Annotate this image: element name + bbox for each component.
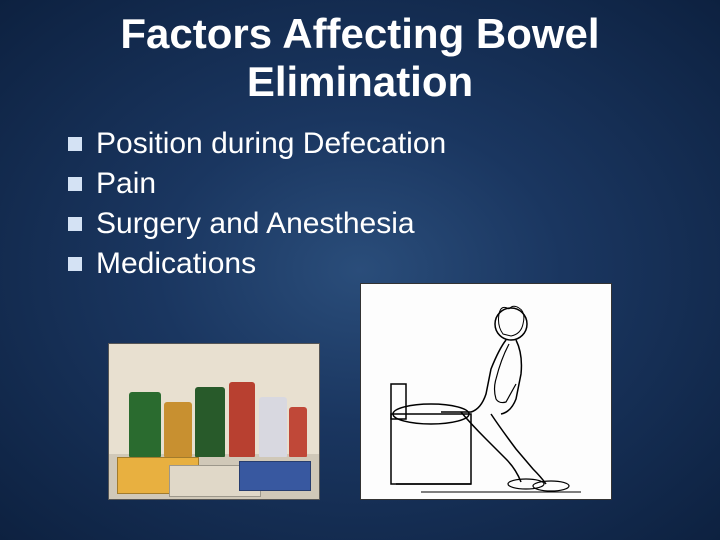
bullet-text: Surgery and Anesthesia bbox=[96, 207, 415, 241]
medication-bottle bbox=[289, 407, 307, 457]
bullet-marker-icon bbox=[68, 177, 82, 191]
bullet-text: Pain bbox=[96, 167, 156, 201]
position-illustration bbox=[360, 283, 612, 500]
bullet-marker-icon bbox=[68, 137, 82, 151]
title-line-1: Factors Affecting Bowel bbox=[120, 10, 599, 57]
slide-title: Factors Affecting Bowel Elimination bbox=[0, 0, 720, 107]
medication-bottle bbox=[129, 392, 161, 457]
bullet-list: Position during Defecation Pain Surgery … bbox=[68, 127, 720, 281]
title-line-2: Elimination bbox=[247, 58, 473, 105]
bullet-marker-icon bbox=[68, 257, 82, 271]
bullet-text: Position during Defecation bbox=[96, 127, 446, 161]
medication-bottle bbox=[195, 387, 225, 457]
medication-box bbox=[239, 461, 311, 491]
medication-bottle bbox=[259, 397, 287, 457]
medication-bottle bbox=[164, 402, 192, 457]
slide: Factors Affecting Bowel Elimination Posi… bbox=[0, 0, 720, 540]
bullet-text: Medications bbox=[96, 247, 256, 281]
image-row bbox=[0, 283, 720, 500]
position-svg-icon bbox=[361, 284, 611, 499]
bullet-marker-icon bbox=[68, 217, 82, 231]
bullet-item: Position during Defecation bbox=[68, 127, 720, 161]
bullet-item: Medications bbox=[68, 247, 720, 281]
bullet-item: Surgery and Anesthesia bbox=[68, 207, 720, 241]
bullet-item: Pain bbox=[68, 167, 720, 201]
medications-image bbox=[108, 343, 320, 500]
medication-bottle bbox=[229, 382, 255, 457]
